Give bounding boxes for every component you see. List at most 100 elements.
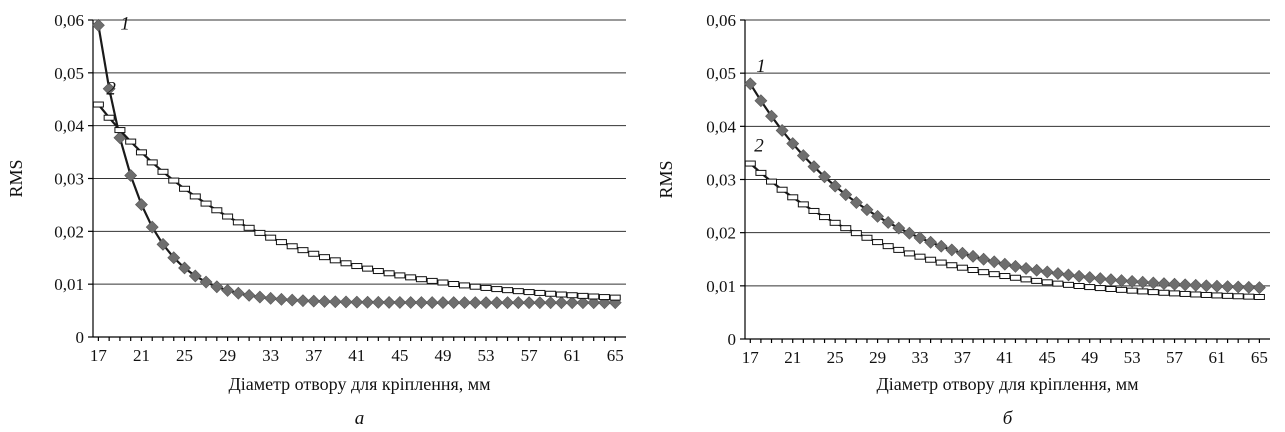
data-point-series-1 — [1199, 279, 1213, 293]
data-point-series-1 — [1104, 273, 1118, 287]
y-tick-label: 0,03 — [706, 171, 736, 190]
data-point-series-2 — [609, 294, 621, 301]
data-point-series-1 — [924, 235, 938, 249]
data-point-series-1 — [533, 296, 547, 310]
data-point-series-2 — [978, 269, 990, 276]
data-point-series-1 — [307, 294, 321, 308]
data-point-series-2 — [598, 294, 610, 301]
data-point-series-2 — [861, 234, 873, 241]
data-point-series-1 — [554, 296, 568, 310]
data-point-series-2 — [577, 292, 589, 299]
data-point-series-2 — [125, 138, 137, 145]
data-point-series-1 — [1210, 279, 1224, 293]
x-tick-label: 37 — [305, 346, 323, 365]
data-point-series-1 — [1146, 276, 1160, 290]
data-point-series-2 — [372, 268, 384, 275]
data-point-series-1 — [786, 137, 800, 150]
data-point-series-1 — [522, 296, 536, 310]
data-point-series-2 — [135, 149, 147, 156]
data-point-series-2 — [232, 219, 244, 226]
y-tick-label: 0,03 — [54, 170, 84, 189]
data-point-series-1 — [1168, 277, 1181, 291]
data-point-series-2 — [157, 168, 169, 175]
data-point-series-2 — [383, 270, 395, 277]
data-point-series-1 — [1040, 265, 1054, 279]
data-point-series-2 — [211, 207, 223, 214]
x-tick-label: 33 — [262, 346, 279, 365]
panel-label: а — [355, 408, 365, 429]
data-point-series-1 — [371, 295, 385, 309]
x-tick-label: 37 — [954, 348, 972, 367]
data-point-series-1 — [458, 296, 471, 310]
x-axis-title: Діаметр отвору для кріплення, мм — [228, 374, 490, 394]
x-tick-label: 49 — [1081, 348, 1098, 367]
data-point-series-1 — [913, 231, 927, 245]
data-point-series-1 — [544, 296, 558, 310]
y-tick-label: 0,01 — [54, 275, 84, 294]
data-point-series-2 — [114, 127, 126, 134]
x-tick-label: 65 — [607, 346, 624, 365]
data-point-series-2 — [744, 160, 756, 167]
data-point-series-2 — [819, 214, 831, 221]
data-point-series-2 — [480, 284, 492, 291]
data-point-series-1 — [1051, 267, 1065, 280]
data-point-series-2 — [146, 159, 158, 166]
y-tick-label: 0 — [728, 330, 737, 349]
data-point-series-2 — [566, 292, 578, 299]
data-point-series-2 — [1243, 293, 1255, 300]
data-point-series-2 — [415, 276, 427, 283]
x-tick-label: 53 — [478, 346, 495, 365]
x-tick-label: 41 — [348, 346, 365, 365]
x-tick-label: 61 — [564, 346, 581, 365]
data-point-series-2 — [1116, 286, 1128, 293]
data-point-series-2 — [787, 194, 799, 201]
x-tick-label: 29 — [869, 348, 886, 367]
y-axis-title: RMS — [6, 159, 26, 197]
data-point-series-1 — [1221, 280, 1235, 294]
y-tick-label: 0,01 — [706, 277, 736, 296]
data-point-series-2 — [882, 243, 894, 250]
data-point-series-2 — [1200, 291, 1212, 298]
data-point-series-2 — [1211, 292, 1223, 299]
data-point-series-1 — [1189, 278, 1203, 292]
data-point-series-1 — [1083, 271, 1097, 284]
data-point-series-2 — [200, 200, 212, 207]
data-point-series-2 — [967, 266, 979, 273]
x-tick-label: 57 — [521, 346, 539, 365]
data-point-series-2 — [588, 293, 600, 300]
data-point-series-1 — [404, 296, 418, 309]
data-point-series-1 — [807, 160, 821, 174]
data-point-series-2 — [766, 178, 778, 185]
data-point-series-1 — [1062, 268, 1075, 282]
data-point-series-2 — [797, 201, 809, 208]
y-tick-label: 0,05 — [54, 64, 84, 83]
data-point-series-1 — [447, 296, 461, 310]
y-tick-label: 0 — [76, 328, 85, 347]
data-point-series-2 — [275, 239, 287, 246]
data-point-series-1 — [102, 82, 116, 96]
data-point-series-2 — [545, 290, 557, 297]
data-point-series-1 — [145, 220, 159, 234]
data-point-series-1 — [91, 18, 105, 32]
data-point-series-2 — [297, 247, 309, 254]
data-point-series-2 — [254, 229, 266, 236]
data-point-series-1 — [955, 246, 969, 260]
data-point-series-2 — [168, 177, 180, 184]
data-point-series-2 — [189, 193, 201, 200]
y-tick-label: 0,02 — [54, 222, 84, 241]
x-tick-label: 21 — [784, 348, 801, 367]
data-point-series-1 — [754, 94, 768, 108]
data-point-series-2 — [394, 272, 406, 279]
data-point-series-1 — [1157, 277, 1171, 291]
data-point-series-2 — [502, 287, 514, 294]
data-point-series-1 — [765, 109, 778, 123]
x-tick-label: 25 — [176, 346, 193, 365]
x-tick-label: 33 — [912, 348, 929, 367]
data-point-series-1 — [285, 293, 299, 307]
x-tick-label: 53 — [1124, 348, 1141, 367]
data-point-series-2 — [808, 207, 820, 214]
x-tick-label: 57 — [1166, 348, 1184, 367]
data-point-series-2 — [1169, 290, 1181, 297]
